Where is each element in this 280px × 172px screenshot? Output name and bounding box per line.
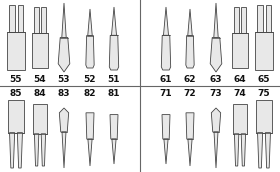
Polygon shape: [265, 133, 270, 168]
Text: 83: 83: [58, 89, 70, 98]
Polygon shape: [258, 133, 263, 168]
Text: 84: 84: [34, 89, 46, 98]
Polygon shape: [58, 37, 70, 72]
Text: 82: 82: [84, 89, 96, 98]
Polygon shape: [41, 134, 46, 166]
Polygon shape: [17, 133, 22, 168]
Text: 64: 64: [234, 74, 246, 83]
Polygon shape: [255, 32, 273, 70]
Polygon shape: [265, 5, 271, 32]
Polygon shape: [161, 35, 171, 70]
Polygon shape: [211, 108, 221, 132]
Polygon shape: [188, 9, 192, 36]
Polygon shape: [234, 134, 239, 166]
Polygon shape: [186, 113, 194, 139]
Text: 53: 53: [58, 74, 70, 83]
Polygon shape: [41, 7, 46, 33]
Text: 65: 65: [258, 74, 270, 83]
Text: 52: 52: [84, 74, 96, 83]
Text: 73: 73: [210, 89, 222, 98]
Polygon shape: [214, 132, 218, 168]
Polygon shape: [88, 9, 92, 36]
Text: 81: 81: [108, 89, 120, 98]
Polygon shape: [34, 7, 39, 33]
Polygon shape: [33, 104, 47, 134]
Text: 62: 62: [184, 74, 196, 83]
Polygon shape: [234, 7, 239, 33]
Polygon shape: [233, 104, 247, 134]
Polygon shape: [109, 35, 119, 70]
Polygon shape: [86, 36, 94, 68]
Polygon shape: [62, 3, 66, 37]
Polygon shape: [7, 32, 25, 70]
Polygon shape: [241, 134, 246, 166]
Text: 63: 63: [210, 74, 222, 83]
Text: 71: 71: [160, 89, 172, 98]
Text: 55: 55: [10, 74, 22, 83]
Polygon shape: [59, 108, 69, 132]
Polygon shape: [8, 100, 24, 133]
Text: 54: 54: [34, 74, 46, 83]
Polygon shape: [162, 115, 170, 139]
Text: 51: 51: [108, 74, 120, 83]
Polygon shape: [188, 139, 192, 166]
Polygon shape: [112, 139, 116, 164]
Polygon shape: [62, 132, 66, 168]
Text: 72: 72: [184, 89, 196, 98]
Polygon shape: [10, 133, 15, 168]
Polygon shape: [164, 139, 168, 164]
Polygon shape: [164, 7, 169, 35]
Text: 61: 61: [160, 74, 172, 83]
Polygon shape: [232, 33, 248, 68]
Text: 85: 85: [10, 89, 22, 98]
Polygon shape: [257, 5, 263, 32]
Polygon shape: [241, 7, 246, 33]
Polygon shape: [214, 3, 218, 37]
Text: 75: 75: [258, 89, 270, 98]
Polygon shape: [210, 37, 222, 72]
Polygon shape: [110, 115, 118, 139]
Polygon shape: [34, 134, 39, 166]
Polygon shape: [32, 33, 48, 68]
Polygon shape: [256, 100, 272, 133]
Polygon shape: [88, 139, 92, 166]
Polygon shape: [186, 36, 194, 68]
Polygon shape: [9, 5, 15, 32]
Polygon shape: [17, 5, 23, 32]
Polygon shape: [111, 7, 116, 35]
Text: 74: 74: [234, 89, 246, 98]
Polygon shape: [86, 113, 94, 139]
